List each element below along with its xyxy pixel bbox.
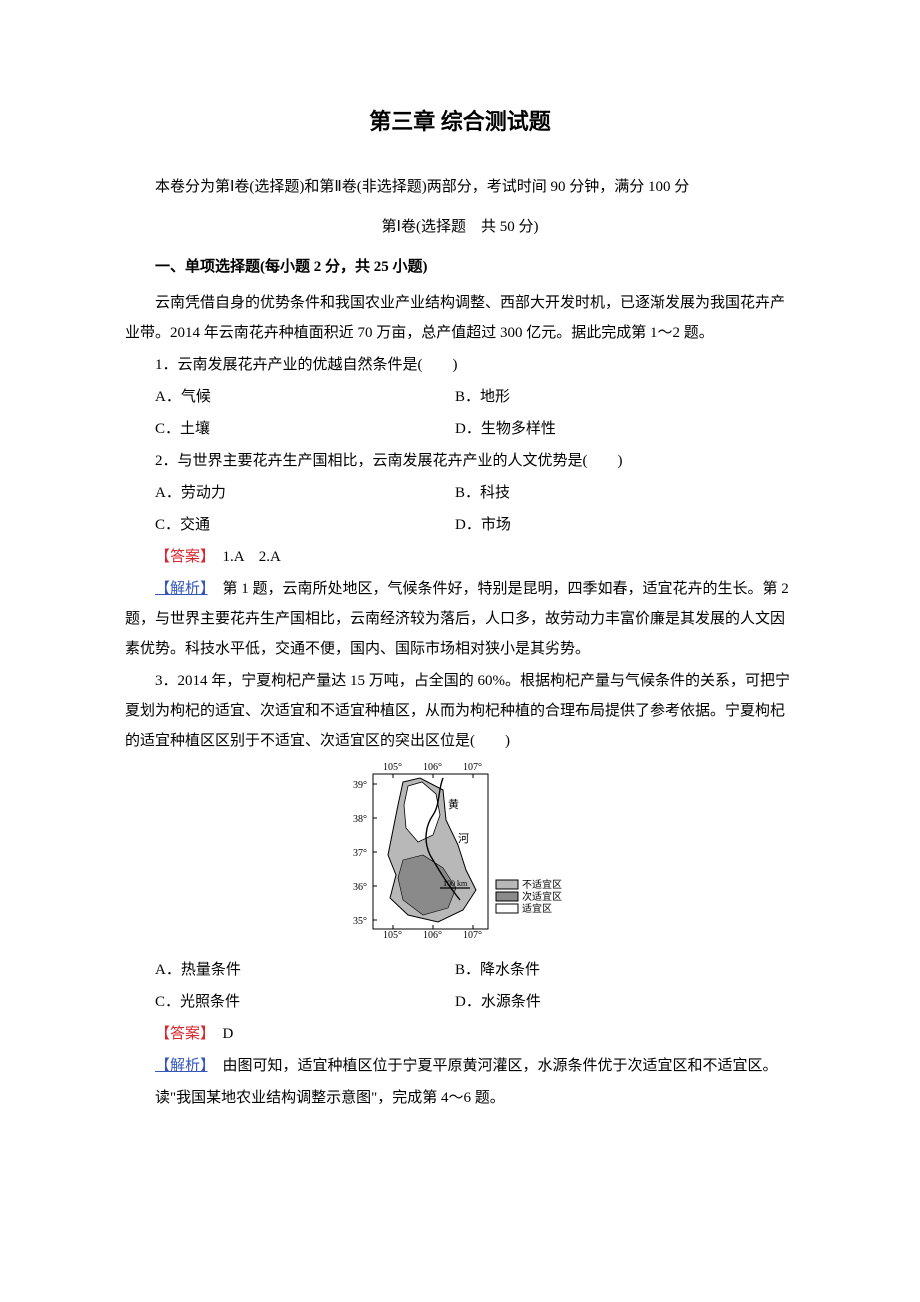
map-figure: 105° 106° 107° 105° 106° 107° 39° 38° 37… <box>125 760 795 951</box>
q1-optB: B．地形 <box>455 382 510 412</box>
legend-sub: 次适宜区 <box>522 890 562 903</box>
q1-options-row2: C．土壤 D．生物多样性 <box>125 414 795 444</box>
river-label2: 河 <box>458 832 469 845</box>
q1-options-row1: A．气候 B．地形 <box>125 382 795 412</box>
ningxia-map-svg: 105° 106° 107° 105° 106° 107° 39° 38° 37… <box>348 760 573 940</box>
q2-optC: C．交通 <box>155 510 455 540</box>
q1-optA: A．气候 <box>155 382 455 412</box>
answer-3: 【答案】 D <box>125 1019 795 1049</box>
legend-sub-box <box>496 892 518 901</box>
intro-1-2: 云南凭借自身的优势条件和我国农业产业结构调整、西部大开发时机，已逐渐发展为我国花… <box>125 288 795 348</box>
q3-optC: C．光照条件 <box>155 987 455 1017</box>
answer-text-3: D <box>208 1026 234 1042</box>
q2-options-row2: C．交通 D．市场 <box>125 510 795 540</box>
q1-stem: 1．云南发展花卉产业的优越自然条件是( ) <box>125 350 795 380</box>
q3-options-row1: A．热量条件 B．降水条件 <box>125 955 795 985</box>
q2-options-row1: A．劳动力 B．科技 <box>125 478 795 508</box>
scale-label: 100 km <box>443 879 468 888</box>
q3-optD: D．水源条件 <box>455 987 541 1017</box>
lat-36: 36° <box>353 882 367 893</box>
lat-35: 35° <box>353 916 367 927</box>
page-title: 第三章 综合测试题 <box>125 100 795 144</box>
lat-37: 37° <box>353 848 367 859</box>
legend-suit-box <box>496 904 518 913</box>
analysis-text-3: 由图可知，适宜种植区位于宁夏平原黄河灌区，水源条件优于次适宜区和不适宜区。 <box>208 1058 778 1074</box>
lat-39: 39° <box>353 780 367 791</box>
q2-optA: A．劳动力 <box>155 478 455 508</box>
river-label1: 黄 <box>448 797 459 811</box>
answer-label-12: 【答案】 <box>155 549 208 565</box>
answer-label-3: 【答案】 <box>155 1026 208 1042</box>
analysis-3: 【解析】 由图可知，适宜种植区位于宁夏平原黄河灌区，水源条件优于次适宜区和不适宜… <box>125 1051 795 1081</box>
next-intro: 读"我国某地农业结构调整示意图"，完成第 4～6 题。 <box>125 1083 795 1113</box>
q3-optB: B．降水条件 <box>455 955 540 985</box>
q3-options-row2: C．光照条件 D．水源条件 <box>125 987 795 1017</box>
lon-105: 105° <box>383 762 402 773</box>
analysis-1-2: 【解析】 第 1 题，云南所处地区，气候条件好，特别是昆明，四季如春，适宜花卉的… <box>125 574 795 664</box>
analysis-text-12: 第 1 题，云南所处地区，气候条件好，特别是昆明，四季如春，适宜花卉的生长。第 … <box>125 581 789 657</box>
lat-38: 38° <box>353 814 367 825</box>
answer-text-12: 1.A 2.A <box>208 549 281 565</box>
legend-suit: 适宜区 <box>522 902 552 915</box>
q1-optC: C．土壤 <box>155 414 455 444</box>
q2-optB: B．科技 <box>455 478 510 508</box>
q2-stem: 2．与世界主要花卉生产国相比，云南发展花卉产业的人文优势是( ) <box>125 446 795 476</box>
lon-107b: 107° <box>463 930 482 940</box>
q3-optA: A．热量条件 <box>155 955 455 985</box>
lon-106b: 106° <box>423 930 442 940</box>
lon-107: 107° <box>463 762 482 773</box>
lon-105b: 105° <box>383 930 402 940</box>
analysis-label-3: 【解析】 <box>155 1058 208 1074</box>
legend-unsuitable: 不适宜区 <box>522 878 562 891</box>
analysis-label-12: 【解析】 <box>155 581 208 597</box>
section-header: 第Ⅰ卷(选择题 共 50 分) <box>125 212 795 242</box>
exam-info: 本卷分为第Ⅰ卷(选择题)和第Ⅱ卷(非选择题)两部分，考试时间 90 分钟，满分 … <box>125 172 795 202</box>
legend-unsuitable-box <box>496 880 518 889</box>
q2-optD: D．市场 <box>455 510 511 540</box>
lon-106: 106° <box>423 762 442 773</box>
sub-header: 一、单项选择题(每小题 2 分，共 25 小题) <box>125 252 795 282</box>
answer-1-2: 【答案】 1.A 2.A <box>125 542 795 572</box>
q3-intro: 3．2014 年，宁夏枸杞产量达 15 万吨，占全国的 60%。根据枸杞产量与气… <box>125 666 795 756</box>
q1-optD: D．生物多样性 <box>455 414 556 444</box>
